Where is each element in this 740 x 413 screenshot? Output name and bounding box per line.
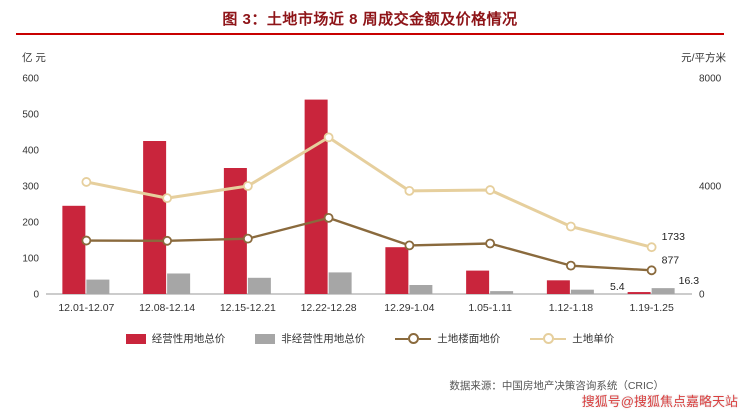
line-marker <box>323 132 334 143</box>
left-axis-tick: 600 <box>22 74 39 85</box>
title-underline <box>16 33 724 35</box>
left-axis-tick: 400 <box>22 146 39 157</box>
line-series <box>85 216 653 272</box>
line-marker <box>242 181 253 191</box>
x-axis-label: 12.22-12.28 <box>301 302 357 314</box>
line-marker <box>81 235 92 246</box>
legend-item: 土地单价 <box>530 331 614 346</box>
x-axis-label: 12.29-1.04 <box>384 302 434 314</box>
value-label: 1733 <box>662 231 686 243</box>
bar <box>86 279 110 294</box>
right-axis-tick: 0 <box>699 290 705 301</box>
line-marker <box>81 177 92 187</box>
watermark: 搜狐号@搜狐焦点嘉略天站 <box>581 394 738 409</box>
legend-label: 土地单价 <box>572 333 615 345</box>
left-axis-tick: 0 <box>33 290 39 301</box>
legend-swatch-line <box>395 333 432 344</box>
legend-item: 非经营性用地总价 <box>255 331 365 346</box>
left-axis-tick: 100 <box>22 254 39 265</box>
line-marker <box>646 242 657 253</box>
left-axis-tick: 500 <box>22 110 39 121</box>
line-marker <box>404 185 415 196</box>
bar <box>62 205 86 294</box>
value-label: 16.3 <box>679 275 700 287</box>
x-axis-label: 1.19-1.25 <box>629 302 674 314</box>
bar <box>247 277 271 294</box>
bar <box>143 141 167 294</box>
bar <box>328 272 352 294</box>
legend: 经营性用地总价 非经营性用地总价 土地楼面地价 土地单价 <box>0 331 740 346</box>
bar <box>167 273 191 294</box>
x-axis-label: 12.15-12.21 <box>220 302 276 314</box>
line-marker <box>404 240 415 251</box>
legend-item: 经营性用地总价 <box>125 331 226 346</box>
bar <box>546 280 570 294</box>
line-marker <box>162 193 173 204</box>
chart-title: 图 3：土地市场近 8 周成交金额及价格情况 <box>222 11 518 28</box>
legend-label: 经营性用地总价 <box>151 333 226 345</box>
left-axis-tick: 200 <box>22 218 39 229</box>
bar <box>223 168 247 294</box>
left-axis-tick: 300 <box>22 182 39 193</box>
line-marker <box>646 265 657 276</box>
x-axis-label: 1.05-1.11 <box>468 302 512 314</box>
legend-label: 土地楼面地价 <box>437 333 501 345</box>
bar <box>304 99 328 294</box>
x-axis-label: 12.01-12.07 <box>58 302 114 314</box>
value-label: 5.4 <box>610 281 625 293</box>
right-axis-tick: 8000 <box>699 74 722 85</box>
bar <box>385 247 409 294</box>
bar <box>570 289 594 294</box>
bar <box>651 288 675 294</box>
x-axis-label: 12.08-12.14 <box>139 302 195 314</box>
left-axis-unit: 亿 元 <box>22 52 46 64</box>
line-marker <box>323 212 334 223</box>
value-label: 877 <box>662 254 680 266</box>
chart-svg: 0 100 200 300 400 500 600 0 4000 8000 12.01-12.07 1… <box>22 74 722 315</box>
legend-swatch-bar <box>125 333 146 344</box>
line-marker <box>565 260 576 271</box>
legend-swatch-line <box>530 333 567 344</box>
line-marker <box>565 221 576 232</box>
line-marker <box>485 185 496 195</box>
bar <box>490 291 514 294</box>
line-marker <box>242 233 253 244</box>
legend-swatch-bar <box>255 333 276 344</box>
bar <box>409 285 433 294</box>
legend-label: 非经营性用地总价 <box>281 333 366 345</box>
line-series <box>84 135 654 249</box>
chart-area: 0 100 200 300 400 500 600 0 4000 8000 12.01-12.07 1… <box>0 64 740 326</box>
bar <box>627 292 651 294</box>
legend-item: 土地楼面地价 <box>395 331 500 346</box>
line-marker <box>485 238 496 249</box>
line-marker <box>162 235 173 246</box>
right-axis-unit: 元/平方米 <box>681 52 726 64</box>
data-source-note: 数据来源：中国房地产决策咨询系统（CRIC） <box>449 380 664 392</box>
x-axis-label: 1.12-1.18 <box>549 302 594 314</box>
right-axis-tick: 4000 <box>699 182 722 193</box>
bar <box>466 270 490 294</box>
